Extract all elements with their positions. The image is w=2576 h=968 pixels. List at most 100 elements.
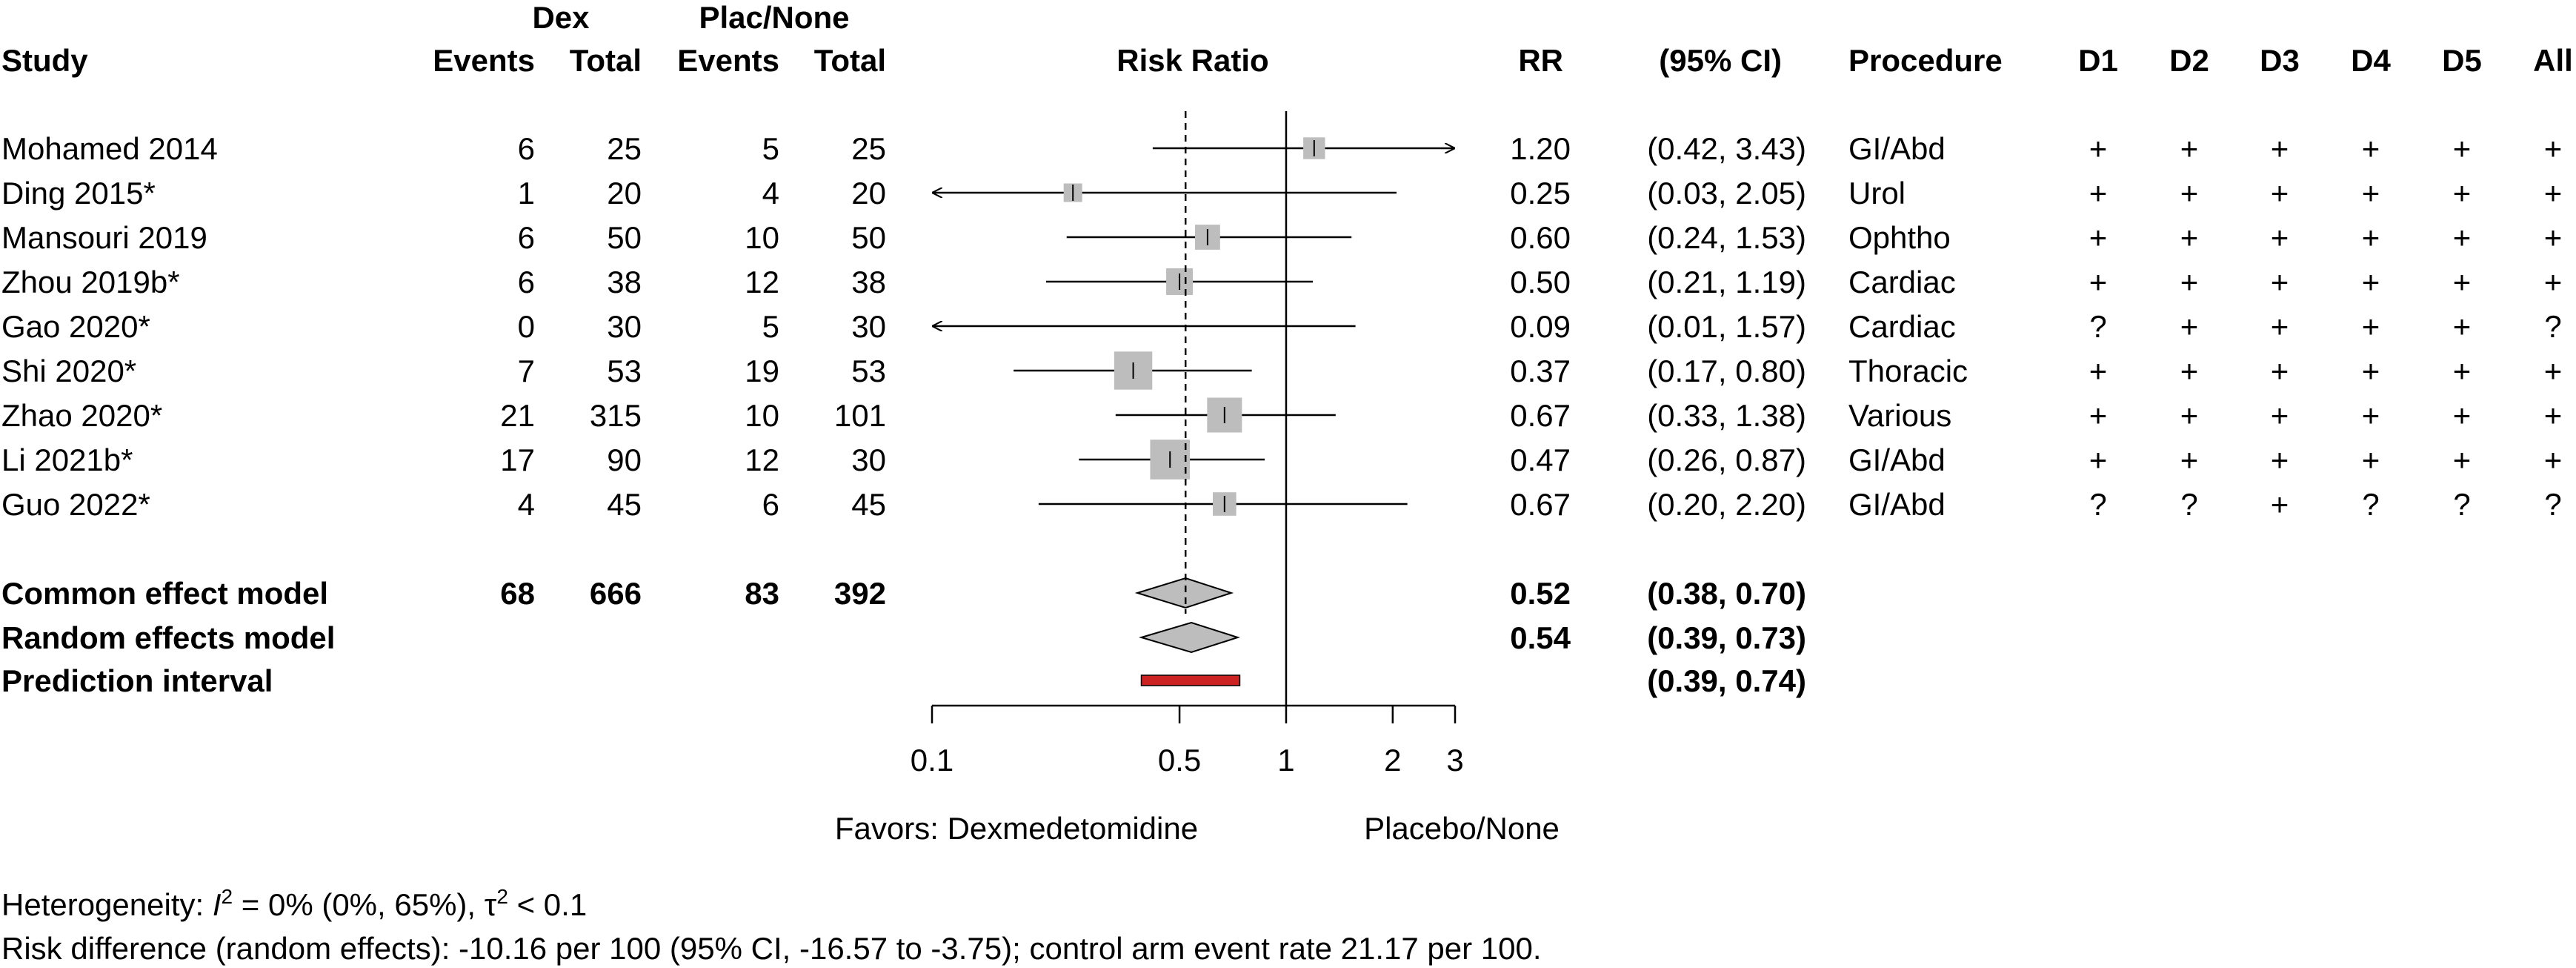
rob-mark: ? bbox=[2180, 487, 2197, 522]
rob-mark: + bbox=[2271, 220, 2289, 255]
table-row: Shi 2020* 7 53 19 53 0.37 (0.17, 0.80) Thoracic… bbox=[1, 354, 2562, 388]
procedure-value: Cardiac bbox=[1848, 265, 1956, 299]
dex-events: 6 bbox=[518, 265, 535, 299]
rob-mark: + bbox=[2180, 309, 2199, 344]
plac-total-header: Total bbox=[814, 43, 886, 78]
domain-header-d1: D1 bbox=[2078, 43, 2118, 78]
rob-mark: + bbox=[2271, 487, 2289, 522]
rob-mark: + bbox=[2089, 442, 2108, 477]
ci-value: (0.01, 1.57) bbox=[1647, 309, 1806, 344]
dex-total: 315 bbox=[590, 398, 642, 433]
rob-mark: + bbox=[2453, 309, 2472, 344]
rob-mark: + bbox=[2362, 309, 2380, 344]
x-tick-label: 0.5 bbox=[1158, 743, 1201, 778]
rob-mark: + bbox=[2544, 265, 2563, 299]
domain-header-d4: D4 bbox=[2351, 43, 2391, 78]
x-tick-label: 2 bbox=[1384, 743, 1401, 778]
rob-mark: + bbox=[2453, 354, 2472, 388]
dex-total: 20 bbox=[607, 176, 642, 210]
rr-value: 0.50 bbox=[1510, 265, 1571, 299]
summary-plac-events: 83 bbox=[745, 576, 779, 611]
domain-header-d5: D5 bbox=[2442, 43, 2482, 78]
study-name: Shi 2020* bbox=[1, 354, 136, 388]
summary-rr-value: 0.54 bbox=[1510, 620, 1571, 655]
table-row: Guo 2022* 4 45 6 45 0.67 (0.20, 2.20) GI/Abd?? +… bbox=[1, 487, 2562, 522]
ci-value: (0.20, 2.20) bbox=[1647, 487, 1806, 522]
ci-value: (0.21, 1.19) bbox=[1647, 265, 1806, 299]
plac-events: 5 bbox=[762, 309, 779, 344]
dex-total-header: Total bbox=[570, 43, 642, 78]
dex-events: 17 bbox=[500, 442, 535, 477]
table-row: Zhao 2020* 21 315 10 101 0.67 (0.33, 1.38) Vari… bbox=[1, 398, 2562, 433]
prediction-interval-bar bbox=[1140, 674, 1241, 686]
ci-value: (0.24, 1.53) bbox=[1647, 220, 1806, 255]
rob-mark: + bbox=[2180, 265, 2199, 299]
rr-value: 0.67 bbox=[1510, 487, 1571, 522]
plac-events: 10 bbox=[745, 220, 779, 255]
rr-header: RR bbox=[1518, 43, 1563, 78]
dex-events: 4 bbox=[518, 487, 535, 522]
table-row: Ding 2015* 1 20 4 20 0.25 (0.03, 2.05) Urol + + + +… bbox=[1, 176, 2562, 210]
rob-mark: + bbox=[2362, 354, 2380, 388]
study-name: Guo 2022* bbox=[1, 487, 150, 522]
rr-value: 0.47 bbox=[1510, 442, 1571, 477]
heterogeneity-text: Heterogeneity: I2 = 0% (0%, 65%), τ2 < 0… bbox=[1, 885, 587, 922]
rob-mark: + bbox=[2089, 176, 2108, 210]
rob-mark: + bbox=[2180, 398, 2199, 433]
rob-mark: + bbox=[2362, 442, 2380, 477]
plot-area: 0.1 0.5 1 2 3 bbox=[911, 111, 1464, 778]
procedure-value: GI/Abd bbox=[1848, 442, 1946, 477]
risk-difference-text: Risk difference (random effects): -10.16… bbox=[1, 931, 1542, 966]
plac-events: 5 bbox=[762, 131, 779, 166]
ci-value: (0.42, 3.43) bbox=[1647, 131, 1806, 166]
domain-header-d2: D2 bbox=[2169, 43, 2209, 78]
procedure-value: Ophtho bbox=[1848, 220, 1951, 255]
rob-mark: + bbox=[2362, 131, 2380, 166]
rob-mark: + bbox=[2271, 398, 2289, 433]
summary-diamond bbox=[1134, 577, 1234, 609]
plac-events: 6 bbox=[762, 487, 779, 522]
x-tick-label: 1 bbox=[1277, 743, 1294, 778]
domain-header-all: All bbox=[2533, 43, 2573, 78]
rr-value: 0.09 bbox=[1510, 309, 1571, 344]
dex-events: 6 bbox=[518, 131, 535, 166]
plac-total: 30 bbox=[851, 309, 886, 344]
risk-ratio-header: Risk Ratio bbox=[1116, 43, 1268, 78]
rob-mark: + bbox=[2271, 265, 2289, 299]
summary-ci-value: (0.39, 0.74) bbox=[1647, 663, 1806, 698]
summary-plac-total: 392 bbox=[834, 576, 886, 611]
rob-mark: + bbox=[2180, 220, 2199, 255]
study-name: Zhou 2019b* bbox=[1, 265, 180, 299]
x-tick-label: 3 bbox=[1446, 743, 1463, 778]
rob-mark: ? bbox=[2544, 309, 2561, 344]
rob-mark: + bbox=[2453, 265, 2472, 299]
ci-value: (0.03, 2.05) bbox=[1647, 176, 1806, 210]
rob-mark: + bbox=[2544, 176, 2563, 210]
dex-total: 38 bbox=[607, 265, 642, 299]
dex-group-header: Dex bbox=[532, 0, 590, 35]
summary-row: Prediction interval (0.39, 0.74) bbox=[1, 663, 1806, 698]
dex-total: 25 bbox=[607, 131, 642, 166]
plac-events: 12 bbox=[745, 265, 779, 299]
rob-mark: + bbox=[2453, 398, 2472, 433]
summary-rr-value: 0.52 bbox=[1510, 576, 1571, 611]
domain-header-d3: D3 bbox=[2260, 43, 2300, 78]
summary-dex-total: 666 bbox=[590, 576, 642, 611]
plac-events-header: Events bbox=[677, 43, 779, 78]
rob-mark: + bbox=[2271, 176, 2289, 210]
summary-row: Random effects model 0.54 (0.39, 0.73) bbox=[1, 620, 1806, 655]
rob-mark: + bbox=[2180, 354, 2199, 388]
dex-total: 90 bbox=[607, 442, 642, 477]
procedure-value: GI/Abd bbox=[1848, 487, 1946, 522]
rob-mark: + bbox=[2089, 265, 2108, 299]
rob-mark: + bbox=[2453, 220, 2472, 255]
dex-total: 30 bbox=[607, 309, 642, 344]
rr-value: 0.25 bbox=[1510, 176, 1571, 210]
summary-name: Common effect model bbox=[1, 576, 328, 611]
rob-mark: + bbox=[2089, 220, 2108, 255]
rob-mark: + bbox=[2362, 398, 2380, 433]
study-name: Mohamed 2014 bbox=[1, 131, 218, 166]
study-name: Gao 2020* bbox=[1, 309, 150, 344]
plac-total: 50 bbox=[851, 220, 886, 255]
